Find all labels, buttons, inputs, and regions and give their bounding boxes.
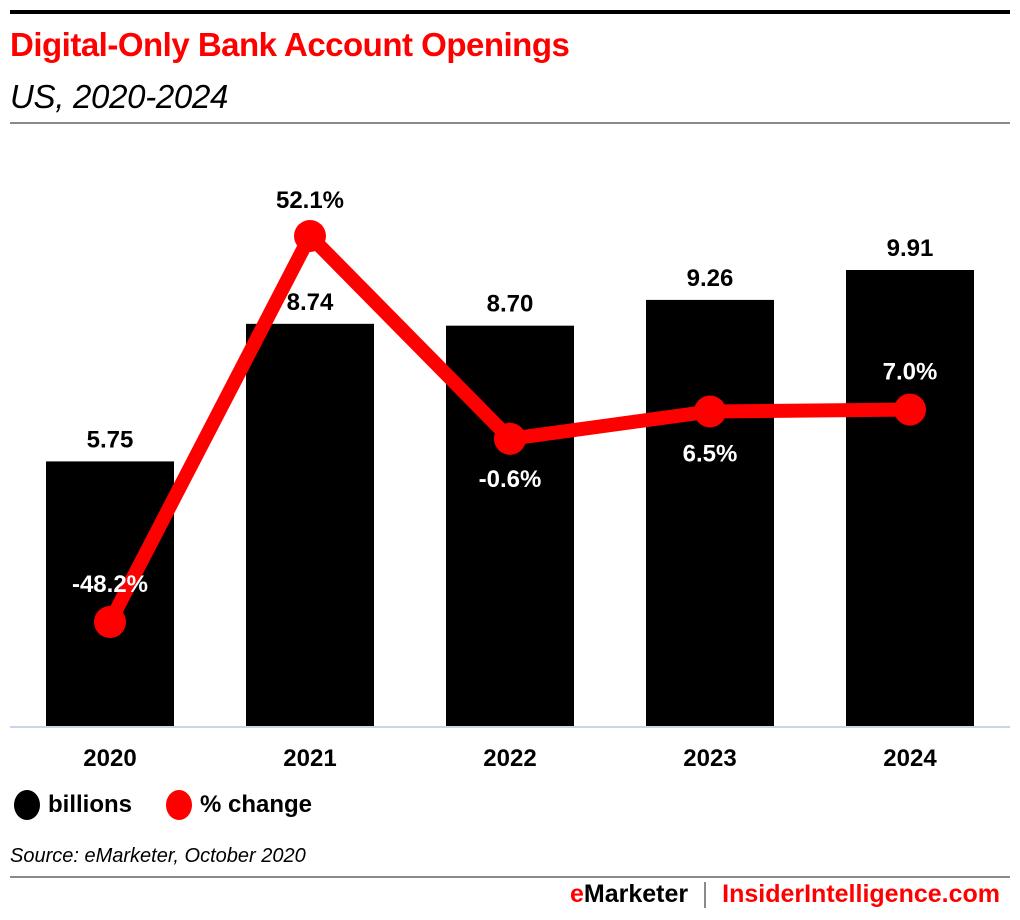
change-value-label-2020: -48.2% (72, 571, 148, 598)
x-tick-label-2022: 2022 (483, 745, 536, 772)
legend-label-change: % change (200, 791, 313, 818)
bar-2023 (646, 299, 774, 726)
legend-item-change: % change (166, 790, 312, 820)
x-tick-labels: 2020 2021 2022 2023 2024 (83, 745, 937, 772)
change-value-label-2021: 52.1% (276, 187, 344, 214)
brand-site-link[interactable]: InsiderIntelligence.com (722, 880, 1000, 908)
bar-value-label-2021: 8.74 (287, 289, 334, 316)
line-series (94, 220, 926, 638)
change-value-label-2023: 6.5% (683, 440, 738, 467)
brand-separator (704, 881, 707, 908)
chart-subtitle: US, 2020-2024 (10, 78, 229, 115)
change-point-2024 (894, 393, 926, 426)
bar-2021 (246, 323, 374, 726)
change-point-2021 (294, 220, 326, 252)
legend-item-billions: billions (14, 790, 132, 820)
brand-e: e (570, 880, 584, 908)
legend-label-billions: billions (48, 791, 132, 818)
legend-swatch-change (166, 790, 192, 820)
bar-value-label-2022: 8.70 (487, 291, 534, 318)
x-tick-label-2023: 2023 (683, 745, 736, 772)
change-value-label-2024: 7.0% (883, 359, 938, 386)
chart-title: Digital-Only Bank Account Openings (10, 26, 570, 63)
legend-swatch-billions (14, 790, 40, 820)
bar-value-label-2024: 9.91 (887, 235, 934, 262)
top-rule (10, 10, 1010, 14)
change-point-2022 (494, 422, 526, 455)
change-value-label-2022: -0.6% (479, 466, 542, 493)
brand-emarketer: Marketer (583, 880, 689, 908)
x-tick-label-2021: 2021 (283, 745, 336, 772)
bar-value-label-2020: 5.75 (87, 426, 134, 453)
footer-divider (10, 876, 1010, 878)
change-point-2023 (694, 395, 726, 428)
header-divider (10, 122, 1010, 124)
x-tick-label-2024: 2024 (883, 745, 937, 772)
source-note: Source: eMarketer, October 2020 (10, 845, 306, 867)
bar-group (46, 270, 974, 726)
legend: billions % change (14, 790, 346, 820)
bar-2020 (46, 461, 174, 726)
x-tick-label-2020: 2020 (83, 745, 136, 772)
brand-footer: e Marketer InsiderIntelligence.com (570, 880, 1000, 909)
data-labels: 5.75 8.74 8.70 9.26 9.91 -48.2% 52.1% -0.6% 6.5%… (72, 187, 937, 598)
bar-2024 (846, 270, 974, 726)
change-point-2020 (94, 606, 126, 638)
bar-value-label-2023: 9.26 (687, 265, 734, 292)
